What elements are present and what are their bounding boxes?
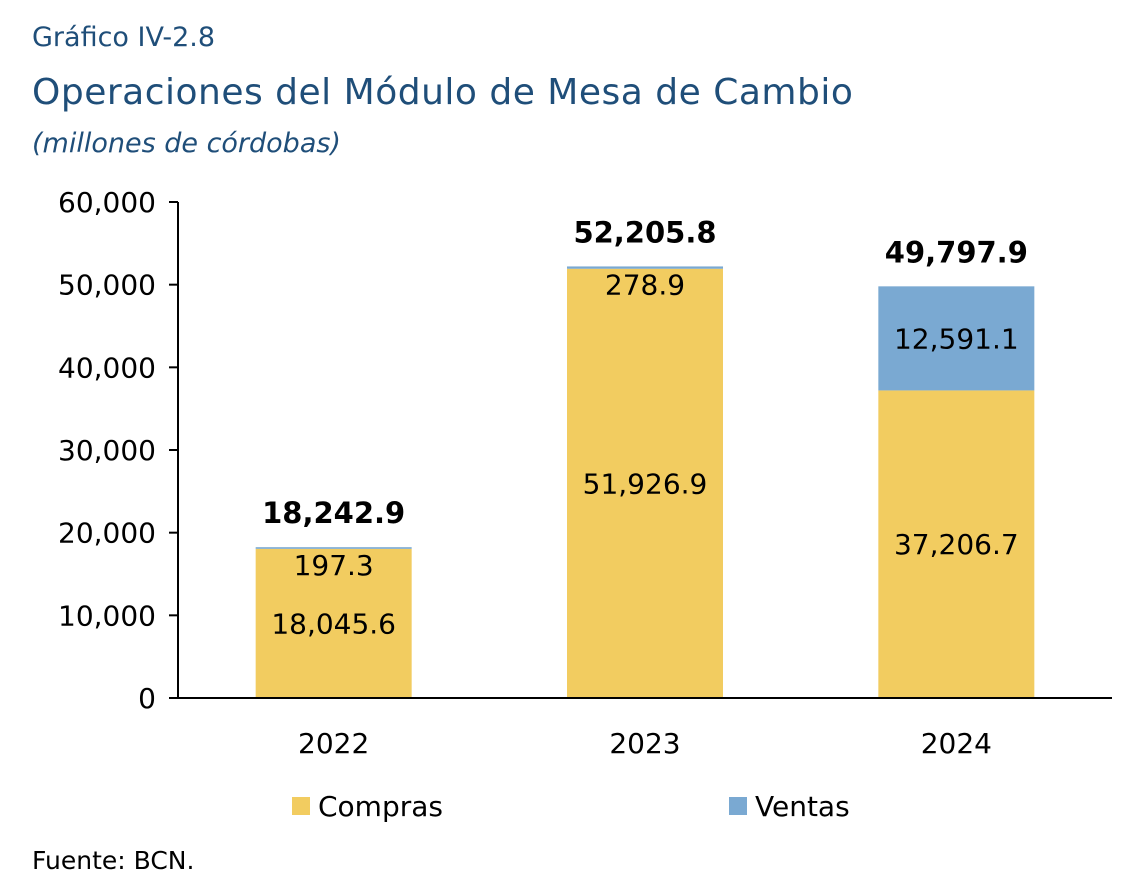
source-note: Fuente: BCN. [32,846,195,875]
legend-label: Compras [318,790,443,823]
data-label: 12,591.1 [894,322,1019,355]
axes [169,202,1112,699]
y-axis-ticks: 0 10,000 20,000 30,000 40,000 50,000 60,000 [58,186,178,715]
data-label: 37,206.7 [894,528,1019,561]
y-tick-label: 60,000 [58,186,156,219]
chart-subtitle: (millones de córdobas) [32,128,341,159]
bar-segment [878,390,1035,698]
bar-segment [255,547,412,549]
legend-swatch [292,797,310,815]
bar-segment [567,268,723,698]
data-label: 197.3 [294,549,374,582]
total-label: 52,205.8 [573,215,716,249]
legend: Compras Ventas [292,790,850,823]
y-tick-label: 10,000 [58,599,156,632]
total-label: 49,797.9 [885,235,1028,269]
y-tick-label: 20,000 [58,517,156,550]
data-label: 51,926.9 [583,467,708,500]
bars: 18,045.6 197.3 18,242.9 51,926.9 278.9 52,205… [255,215,1035,698]
bar-segment [878,286,1035,391]
legend-label: Ventas [755,790,850,823]
y-tick-label: 30,000 [58,434,156,467]
bar-segment [567,266,723,269]
data-label: 18,045.6 [271,607,396,640]
chart-title: Operaciones del Módulo de Mesa de Cambio [32,72,854,113]
chart-label: Gráfico IV-2.8 [32,22,216,53]
y-tick-label: 0 [138,682,156,715]
bar-segment [255,548,412,698]
data-label: 278.9 [605,268,685,301]
y-tick-label: 40,000 [58,351,156,384]
total-label: 18,242.9 [262,496,405,530]
x-axis-ticks: 2022 2023 2024 [298,727,992,760]
x-tick-label: 2022 [298,727,369,760]
x-tick-label: 2023 [609,727,680,760]
x-tick-label: 2024 [921,727,992,760]
y-tick-label: 50,000 [58,269,156,302]
legend-swatch [729,797,747,815]
